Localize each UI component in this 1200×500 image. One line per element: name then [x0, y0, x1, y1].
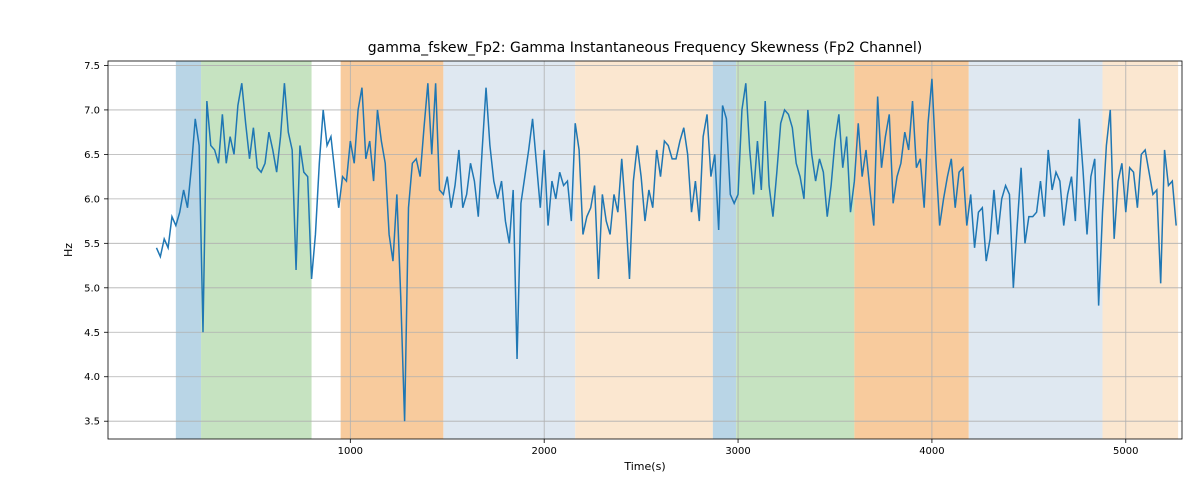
y-tick-label: 5.0	[84, 283, 100, 294]
highlight-band	[1103, 61, 1179, 439]
chart-title: gamma_fskew_Fp2: Gamma Instantaneous Fre…	[368, 40, 923, 56]
x-tick-label: 4000	[919, 446, 944, 457]
highlight-band	[736, 61, 854, 439]
line-chart: 1000 2000 3000 4000 5000 3.5 4.0 4.5 5.0 5.5 6.0 6…	[0, 0, 1200, 500]
y-tick-label: 4.5	[84, 328, 100, 339]
y-tick-label: 7.5	[84, 61, 100, 72]
highlight-band	[176, 61, 201, 439]
y-axis-label: Hz	[62, 243, 75, 257]
y-tick-label: 5.5	[84, 239, 100, 250]
x-tick-label: 5000	[1113, 446, 1138, 457]
highlight-band	[713, 61, 736, 439]
x-ticks: 1000 2000 3000 4000 5000	[338, 439, 1139, 457]
x-axis-label: Time(s)	[623, 460, 665, 473]
y-tick-label: 6.0	[84, 194, 100, 205]
x-tick-label: 2000	[531, 446, 556, 457]
y-tick-label: 6.5	[84, 150, 100, 161]
y-tick-label: 7.0	[84, 105, 100, 116]
y-tick-label: 3.5	[84, 417, 100, 428]
x-tick-label: 3000	[725, 446, 750, 457]
chart-container: 1000 2000 3000 4000 5000 3.5 4.0 4.5 5.0 5.5 6.0 6…	[0, 0, 1200, 500]
y-ticks: 3.5 4.0 4.5 5.0 5.5 6.0 6.5 7.0 7.5	[84, 61, 108, 428]
y-tick-label: 4.0	[84, 372, 100, 383]
x-tick-label: 1000	[338, 446, 363, 457]
highlight-band	[575, 61, 713, 439]
highlight-bands	[176, 61, 1178, 439]
highlight-band	[443, 61, 575, 439]
